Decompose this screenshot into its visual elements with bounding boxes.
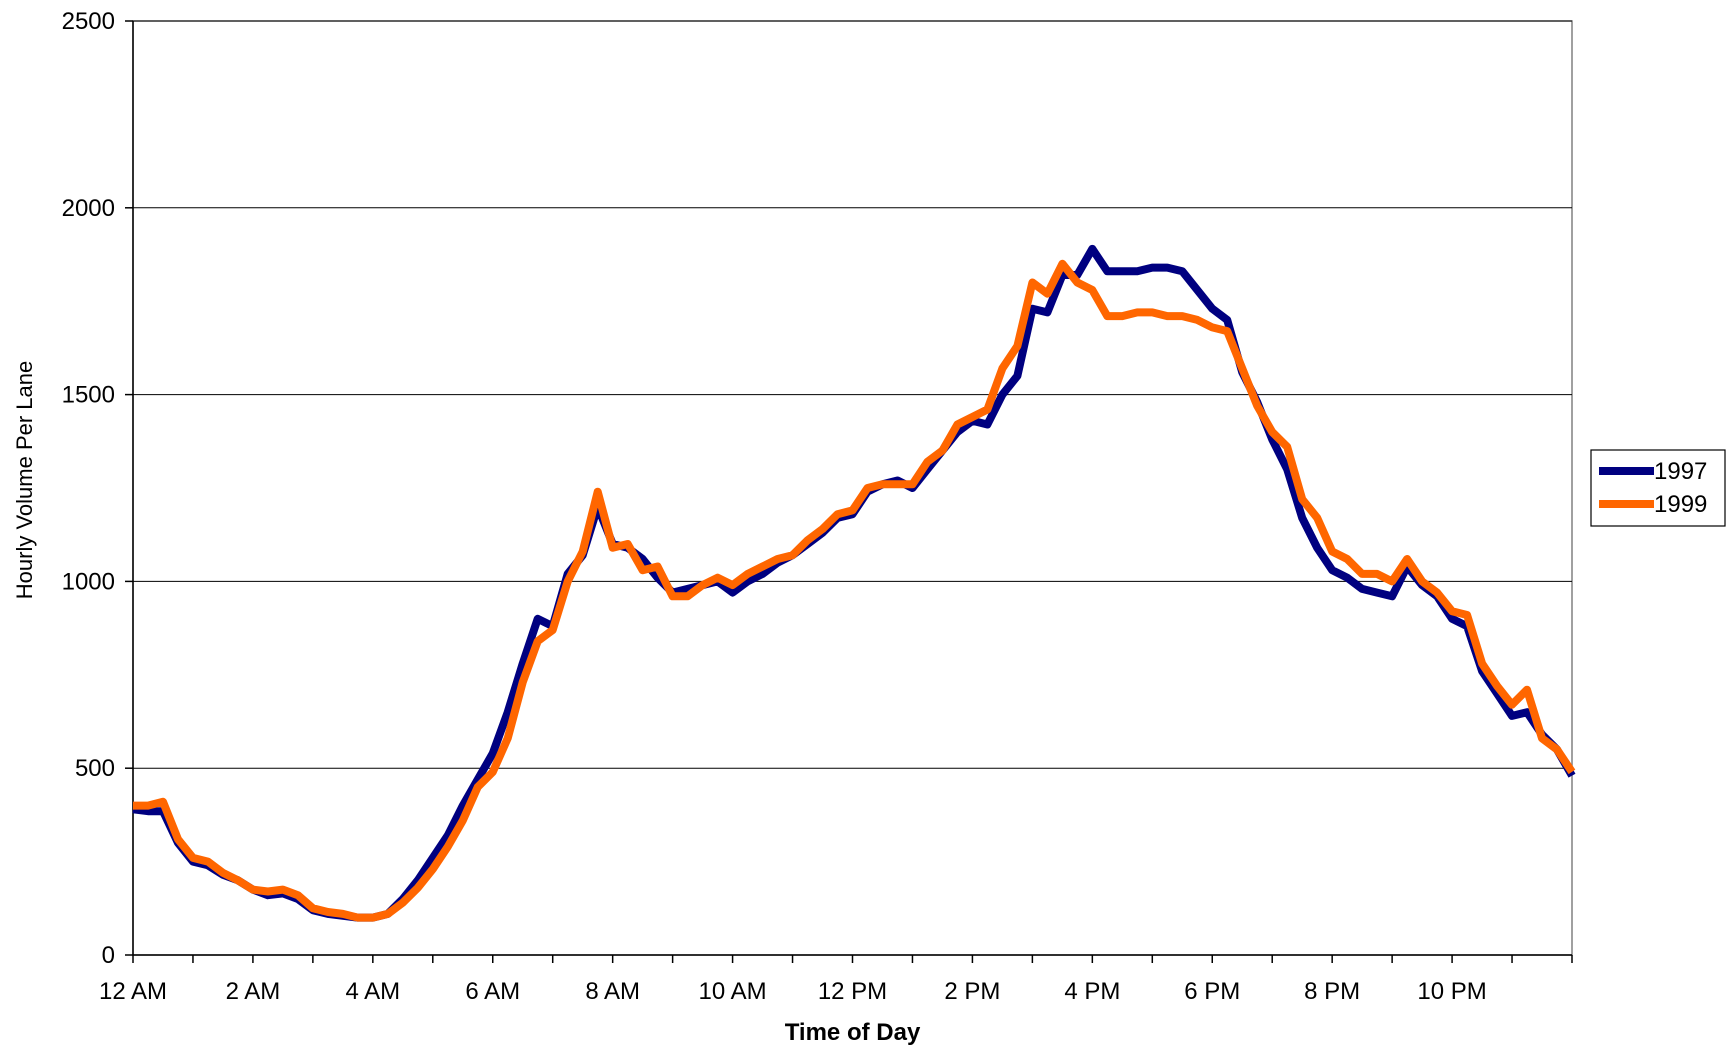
series-layer <box>132 244 1576 922</box>
x-tick-label: 6 AM <box>465 978 520 1005</box>
x-tick-label: 10 AM <box>699 978 767 1005</box>
x-tick-label: 12 AM <box>99 978 167 1005</box>
y-tick-label: 2000 <box>62 195 115 222</box>
y-tick-label: 1500 <box>62 382 115 409</box>
x-tick-label: 8 PM <box>1304 978 1360 1005</box>
x-tick-label: 4 AM <box>345 978 400 1005</box>
x-axis-title: Time of Day <box>785 1019 921 1046</box>
legend: 1997 1999 <box>1590 449 1726 527</box>
legend-box <box>1590 449 1726 527</box>
x-tick-label: 2 PM <box>944 978 1000 1005</box>
x-tick-label: 2 AM <box>226 978 281 1005</box>
y-tick-label: 1000 <box>62 568 115 595</box>
y-tick-label: 2500 <box>62 8 115 35</box>
legend-label-1999: 1999 <box>1654 491 1707 518</box>
y-tick-label: 500 <box>75 755 115 782</box>
y-axis-ticks: 0 500 1000 1500 2000 2500 <box>62 8 133 969</box>
x-axis-ticks: 12 AM 2 AM 4 AM 6 AM 8 AM 10 AM 12 PM 2 PM 4 PM 6… <box>99 955 1573 1005</box>
y-axis-title: Hourly Volume Per Lane <box>12 361 37 599</box>
legend-label-1997: 1997 <box>1654 458 1707 485</box>
x-tick-label: 8 AM <box>585 978 640 1005</box>
x-tick-label: 4 PM <box>1064 978 1120 1005</box>
x-tick-label: 12 PM <box>818 978 887 1005</box>
series-line-1999 <box>133 259 1576 922</box>
gridlines <box>133 20 1572 769</box>
y-tick-label: 0 <box>102 942 115 969</box>
plot-area <box>132 20 1573 956</box>
x-tick-label: 10 PM <box>1417 978 1486 1005</box>
x-tick-label: 6 PM <box>1184 978 1240 1005</box>
